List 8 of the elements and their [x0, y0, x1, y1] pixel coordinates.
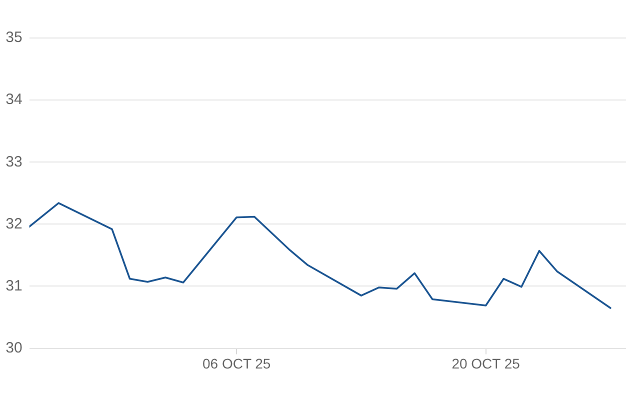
y-tick-label: 31	[6, 277, 22, 294]
y-tick-label: 34	[6, 91, 22, 108]
y-tick-label: 33	[6, 153, 22, 170]
x-tick-label: 06 OCT 25	[202, 356, 271, 372]
y-tick-label: 32	[6, 215, 22, 232]
x-tick-label: 20 OCT 25	[452, 356, 520, 372]
y-tick-label: 35	[6, 29, 22, 46]
y-tick-label: 30	[6, 339, 22, 356]
